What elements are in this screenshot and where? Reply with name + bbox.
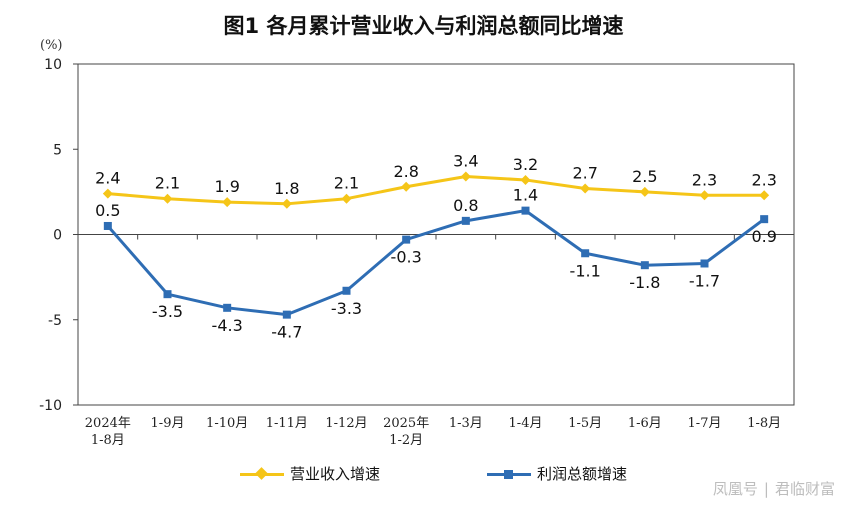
data-label-revenue: 2.8 <box>393 162 418 181</box>
data-label-revenue: 2.1 <box>334 174 359 193</box>
data-label-revenue: 2.3 <box>692 170 717 189</box>
legend-swatch-revenue <box>240 466 284 481</box>
y-axis-unit-label: (%) <box>40 38 63 53</box>
chart-title: 图1 各月累计营业收入与利润总额同比增速 <box>223 14 624 38</box>
data-point-revenue <box>520 174 531 185</box>
data-point-profit <box>521 206 530 215</box>
data-label-profit: -3.5 <box>152 302 183 321</box>
series-line-revenue <box>107 175 765 206</box>
data-point-profit <box>700 259 709 268</box>
y-axis-tick-label: 5 <box>53 142 62 158</box>
watermark: 凤凰号 | 君临财富 <box>713 478 835 499</box>
data-label-profit: -4.7 <box>271 323 302 342</box>
data-label-revenue: 2.5 <box>632 167 657 186</box>
legend-label-revenue: 营业收入增速 <box>290 465 381 483</box>
line-chart: -10 -5 0 5 10 2024年 1-8月 1-9月 1-10月 1-11月 1-12月 202… <box>39 57 795 448</box>
data-point-profit <box>760 215 769 224</box>
x-axis-tick-label: 1-4月 <box>509 416 543 431</box>
data-label-profit: 0.9 <box>751 227 776 246</box>
legend-swatch-profit <box>487 467 531 481</box>
legend: 营业收入增速 利润总额增速 <box>0 463 847 487</box>
x-axis-tick-label: 1-8月 <box>91 433 125 448</box>
y-axis-tick-label: -10 <box>39 398 62 414</box>
data-point-revenue <box>281 198 292 209</box>
data-label-profit: -3.3 <box>331 299 362 318</box>
data-label-profit: -1.7 <box>689 271 720 290</box>
data-point-profit <box>402 235 411 244</box>
watermark-author: 君临财富 <box>774 480 835 498</box>
x-axis-tick-label: 1-5月 <box>568 416 602 431</box>
data-label-revenue: 2.1 <box>155 174 180 193</box>
x-axis-tick-label: 1-8月 <box>747 416 781 431</box>
watermark-separator: | <box>763 480 769 498</box>
data-label-revenue: 1.9 <box>214 177 239 196</box>
data-point-profit <box>163 290 172 299</box>
data-point-revenue <box>341 193 352 204</box>
data-label-revenue: 1.8 <box>274 179 299 198</box>
data-point-revenue <box>222 197 233 208</box>
data-label-profit: -1.1 <box>570 261 601 280</box>
x-axis-tick-label: 2025年 <box>383 416 429 431</box>
watermark-source: 凤凰号 <box>712 480 758 498</box>
data-point-revenue <box>639 186 650 197</box>
data-point-revenue <box>580 183 591 194</box>
y-axis-tick-label: 0 <box>53 228 62 244</box>
x-axis-tick-label: 1-9月 <box>151 416 185 431</box>
x-axis-tick-label: 1-10月 <box>206 416 248 431</box>
data-label-profit: 1.4 <box>513 186 538 205</box>
data-point-profit <box>461 216 470 225</box>
data-point-revenue <box>102 188 113 199</box>
data-label-profit: 0.5 <box>95 201 120 220</box>
data-point-profit <box>342 286 351 295</box>
x-axis-tick-label: 1-12月 <box>325 416 367 431</box>
data-label-revenue: 2.7 <box>572 163 597 182</box>
data-point-revenue <box>699 190 710 201</box>
x-axis-tick-label: 2024年 <box>85 416 131 431</box>
data-label-profit: -0.3 <box>391 248 422 267</box>
x-axis-tick-label: 1-11月 <box>266 416 308 431</box>
data-label-revenue: 2.3 <box>751 170 776 189</box>
data-point-revenue <box>460 171 471 182</box>
data-point-revenue <box>759 190 770 201</box>
data-point-revenue <box>401 181 412 192</box>
data-label-profit: -1.8 <box>629 273 660 292</box>
legend-item-profit: 利润总额增速 <box>487 463 627 484</box>
data-label-profit: -4.3 <box>212 316 243 335</box>
y-axis-tick-label: 10 <box>44 57 62 73</box>
data-point-profit <box>640 261 649 270</box>
data-point-profit <box>223 303 232 312</box>
data-label-profit: 0.8 <box>453 196 478 215</box>
y-axis-tick-label: -5 <box>48 313 62 329</box>
data-point-profit <box>103 221 112 230</box>
data-label-revenue: 2.4 <box>95 169 120 188</box>
legend-label-profit: 利润总额增速 <box>537 465 628 483</box>
data-label-revenue: 3.4 <box>453 152 478 171</box>
x-axis-tick-label: 1-2月 <box>389 433 423 448</box>
series-line-profit <box>106 209 766 317</box>
data-label-revenue: 3.2 <box>513 155 538 174</box>
legend-item-revenue: 营业收入增速 <box>240 463 380 484</box>
data-point-profit <box>282 310 291 319</box>
x-axis-tick-label: 1-6月 <box>628 416 662 431</box>
x-axis-tick-label: 1-7月 <box>688 416 722 431</box>
data-point-profit <box>581 249 590 258</box>
data-point-revenue <box>162 193 173 204</box>
x-axis-tick-label: 1-3月 <box>449 416 483 431</box>
